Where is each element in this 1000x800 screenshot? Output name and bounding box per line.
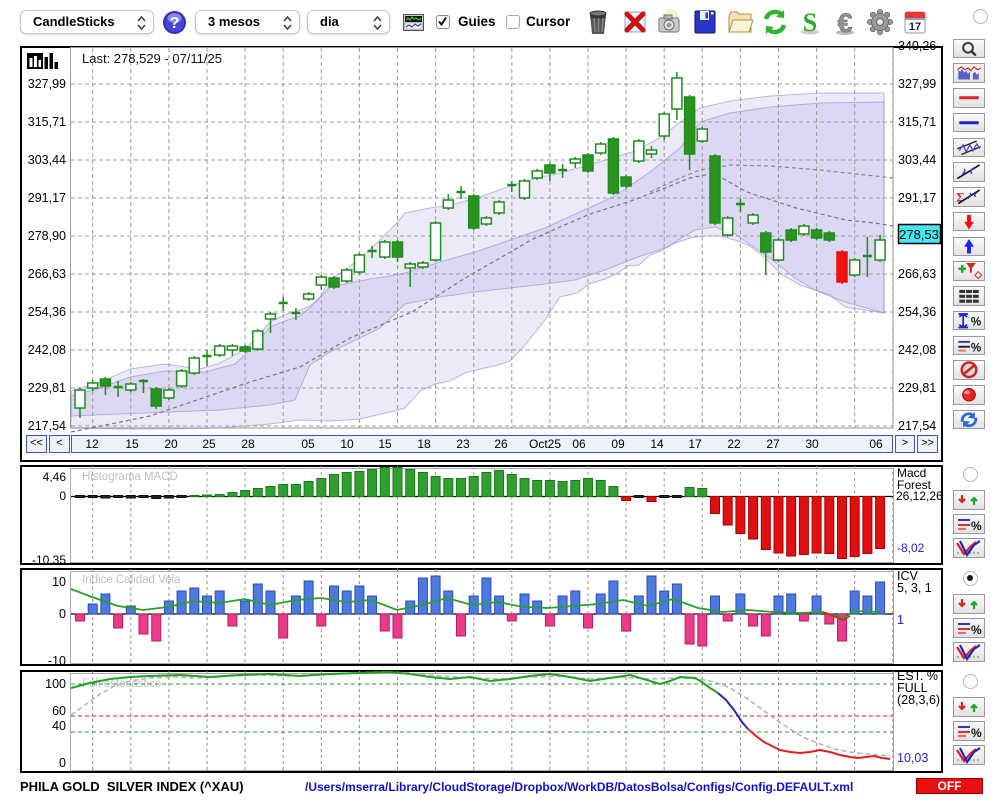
svg-text:FULL: FULL (897, 681, 928, 695)
svg-text:Forest: Forest (897, 478, 932, 492)
svg-text:Last: 278,529 - 07/11/25: Last: 278,529 - 07/11/25 (82, 51, 222, 66)
svg-text:17: 17 (909, 21, 921, 33)
svg-text:%: % (971, 623, 982, 637)
svg-text:40: 40 (52, 719, 66, 733)
svg-text:229,81: 229,81 (28, 381, 66, 395)
svg-text:291,17: 291,17 (28, 191, 66, 205)
svg-text:ICV: ICV (897, 569, 919, 583)
svg-text:-8,02: -8,02 (897, 541, 925, 555)
svg-text:EST. %: EST. % (897, 669, 938, 683)
svg-text:229,81: 229,81 (898, 381, 936, 395)
svg-text:340,26: 340,26 (898, 39, 936, 53)
svg-text:100: 100 (45, 677, 66, 691)
svg-text:327,99: 327,99 (898, 77, 936, 91)
svg-text:4,46: 4,46 (43, 470, 67, 484)
svg-text:303,44: 303,44 (898, 153, 936, 167)
svg-text:1: 1 (897, 613, 904, 627)
svg-text:254,36: 254,36 (28, 305, 66, 319)
svg-text:217,54: 217,54 (28, 419, 66, 433)
svg-text:%: % (971, 341, 982, 354)
svg-text:254,36: 254,36 (898, 305, 936, 319)
svg-text:?: ? (170, 15, 180, 32)
svg-text:303,44: 303,44 (28, 153, 66, 167)
svg-text:10,03: 10,03 (897, 751, 928, 765)
svg-text:%: % (971, 519, 982, 533)
svg-text:10: 10 (52, 575, 66, 589)
svg-text:5, 3, 1: 5, 3, 1 (897, 581, 932, 595)
svg-text:291,17: 291,17 (898, 191, 936, 205)
svg-text:315,71: 315,71 (898, 115, 936, 129)
svg-text:S: S (803, 8, 817, 36)
svg-text:%: % (971, 726, 982, 740)
svg-text:266,63: 266,63 (28, 267, 66, 281)
svg-text:26,12,26: 26,12,26 (896, 489, 943, 503)
svg-text:0: 0 (59, 489, 66, 503)
svg-text:%: % (971, 315, 982, 328)
svg-text:242,08: 242,08 (28, 343, 66, 357)
svg-text:Histograma MACD: Histograma MACD (82, 471, 178, 483)
svg-text:-10,35: -10,35 (32, 553, 66, 567)
svg-text:315,71: 315,71 (28, 115, 66, 129)
svg-text:Σ: Σ (956, 191, 964, 205)
svg-text:266,63: 266,63 (898, 267, 936, 281)
svg-text:278,90: 278,90 (28, 229, 66, 243)
svg-text:Macd: Macd (897, 466, 926, 480)
svg-text:327,99: 327,99 (28, 77, 66, 91)
svg-text:0: 0 (59, 756, 66, 770)
svg-text:Indice Calidad Vela: Indice Calidad Vela (82, 574, 181, 586)
svg-text:(28,3,6): (28,3,6) (897, 693, 940, 707)
svg-text:217,54: 217,54 (898, 419, 936, 433)
svg-text:242,08: 242,08 (898, 343, 936, 357)
svg-text:€: € (837, 8, 852, 36)
svg-text:278,53: 278,53 (899, 227, 939, 242)
svg-text:-10: -10 (48, 654, 66, 668)
svg-text:60: 60 (52, 704, 66, 718)
svg-text:0: 0 (59, 607, 66, 621)
